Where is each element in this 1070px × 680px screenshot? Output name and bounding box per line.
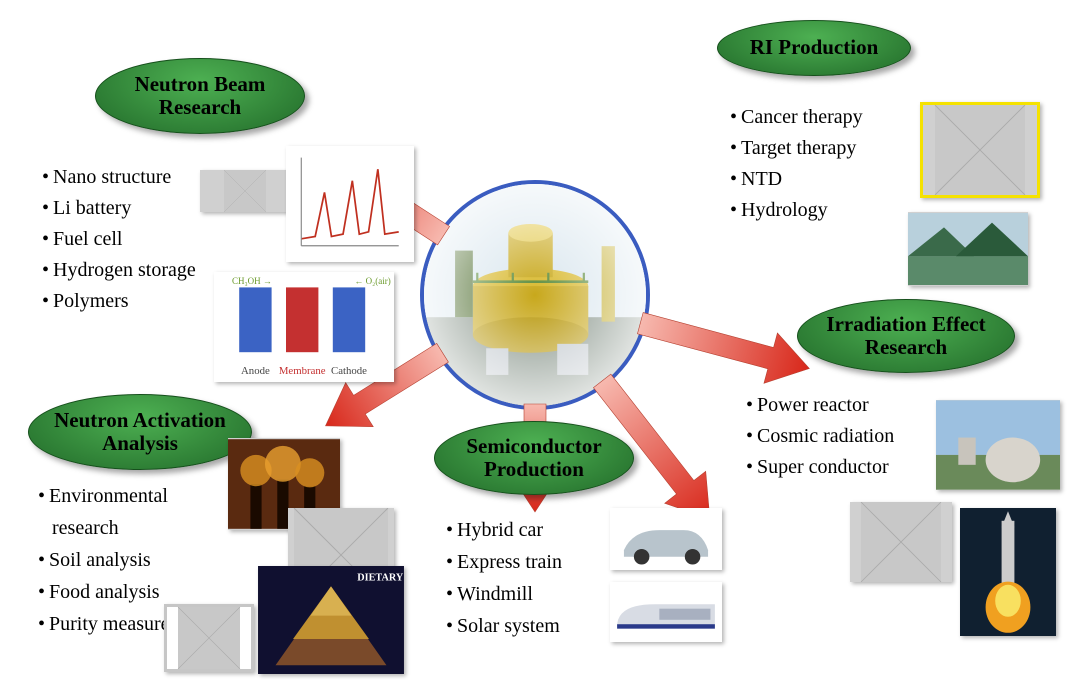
svg-text:Membrane: Membrane [279, 365, 326, 377]
bullet-neutron-beam-0: Nano structure [42, 162, 196, 193]
bullets-neutron-activation: EnvironmentalresearchSoil analysisFood a… [38, 480, 170, 640]
image-superconductor [850, 502, 952, 582]
image-fuel-cell-diag: Anode Membrane Cathode CH₃OH → ← O₂(air) [214, 272, 394, 382]
bullet-ri-production-2: NTD [730, 164, 863, 195]
bullet-irradiation-2: Super conductor [746, 452, 894, 483]
image-dietary-chart: DIETARY CHART [258, 566, 404, 674]
arrow-1 [634, 298, 816, 394]
image-rocket-launch [960, 508, 1056, 636]
image-diamond [164, 604, 254, 672]
bullets-semiconductor: Hybrid carExpress trainWindmillSolar sys… [446, 514, 562, 642]
bullet-neutron-activation-1: Soil analysis [38, 544, 170, 576]
bullet-neutron-beam-4: Polymers [42, 286, 196, 317]
svg-text:Anode: Anode [241, 365, 270, 377]
image-river [908, 212, 1028, 286]
bullet-semiconductor-3: Solar system [446, 610, 562, 642]
pill-ri-production: RI Production [717, 20, 911, 76]
bullet-irradiation-1: Cosmic radiation [746, 421, 894, 452]
pill-irradiation: Irradiation Effect Research [797, 299, 1015, 373]
svg-text:Cathode: Cathode [331, 365, 367, 377]
bullet-semiconductor-2: Windmill [446, 578, 562, 610]
bullet-semiconductor-0: Hybrid car [446, 514, 562, 546]
bullet-semiconductor-1: Express train [446, 546, 562, 578]
bullets-irradiation: Power reactorCosmic radiationSuper condu… [746, 390, 894, 483]
svg-text:← O₂(air): ← O₂(air) [354, 276, 390, 286]
image-cells [920, 102, 1040, 198]
svg-text:CH₃OH →: CH₃OH → [232, 276, 272, 286]
image-car [610, 508, 722, 570]
pill-neutron-beam: Neutron Beam Research [95, 58, 305, 134]
bullet-ri-production-0: Cancer therapy [730, 102, 863, 133]
image-xrd-spectrum [286, 146, 414, 262]
pill-semiconductor: Semiconductor Production [434, 421, 634, 495]
bullet-neutron-activation-3: Purity measure [38, 608, 170, 640]
image-power-plant [936, 400, 1060, 490]
bullets-ri-production: Cancer therapyTarget therapyNTDHydrology [730, 102, 863, 226]
bullet-ri-production-3: Hydrology [730, 195, 863, 226]
bullet-neutron-beam-1: Li battery [42, 193, 196, 224]
pill-neutron-activation: Neutron Activation Analysis [28, 394, 252, 470]
bullets-neutron-beam: Nano structureLi batteryFuel cellHydroge… [42, 162, 196, 317]
bullet-neutron-beam-3: Hydrogen storage [42, 255, 196, 286]
bullet-neutron-activation-0: Environmentalresearch [38, 480, 170, 544]
image-train [610, 582, 722, 642]
bullet-neutron-beam-2: Fuel cell [42, 224, 196, 255]
bullet-irradiation-0: Power reactor [746, 390, 894, 421]
image-nanotube [200, 170, 290, 212]
diagram-canvas: { "type": "infographic", "canvas": { "wi… [0, 0, 1070, 680]
bullet-neutron-activation-2: Food analysis [38, 576, 170, 608]
bullet-ri-production-1: Target therapy [730, 133, 863, 164]
svg-text:DIETARY CHART: DIETARY CHART [357, 573, 404, 584]
